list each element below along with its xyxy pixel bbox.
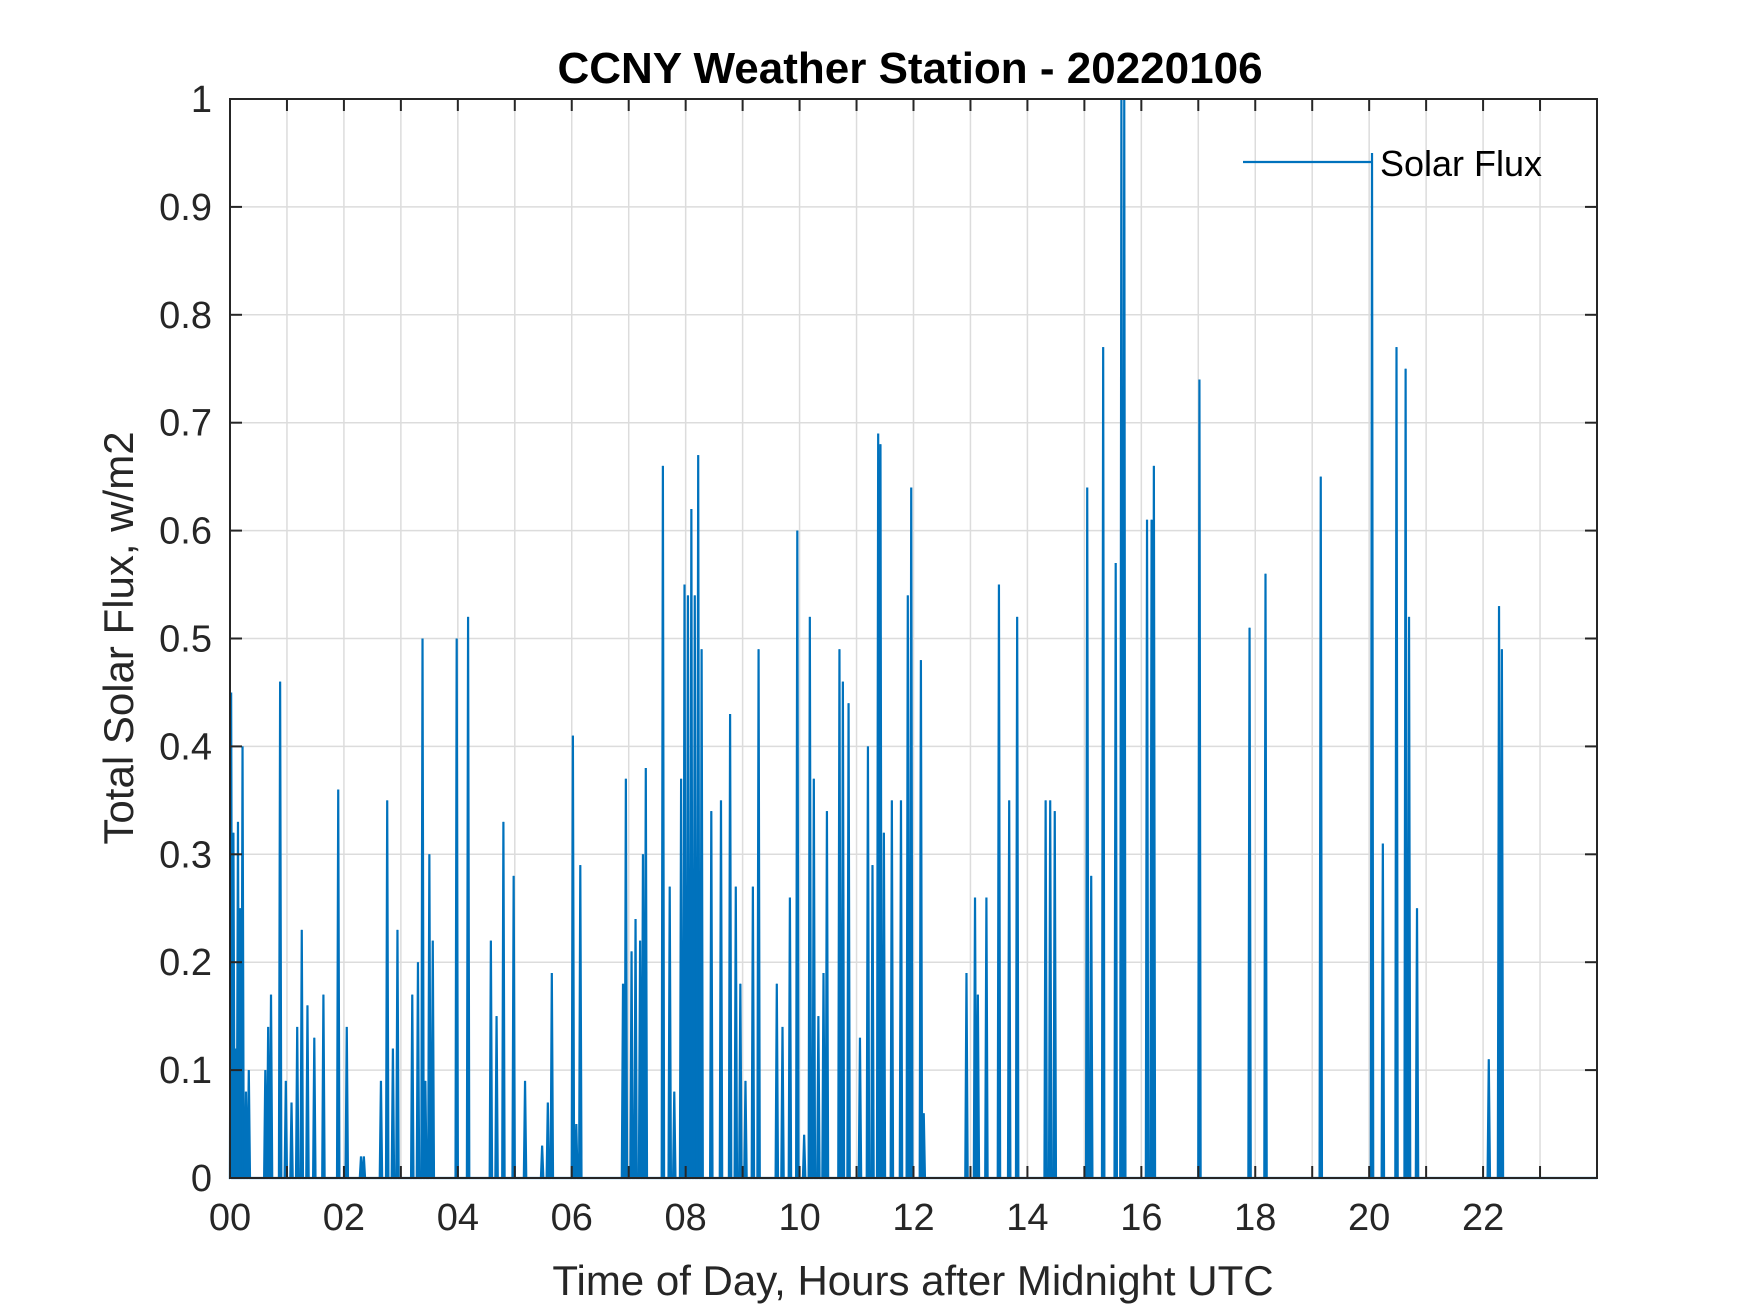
x-tick-label: 04 xyxy=(437,1197,479,1239)
x-tick-label: 08 xyxy=(665,1197,707,1239)
x-tick-label: 12 xyxy=(892,1197,934,1239)
x-tick-label: 02 xyxy=(323,1197,365,1239)
x-tick-label: 20 xyxy=(1348,1197,1390,1239)
x-tick-label: 16 xyxy=(1120,1197,1162,1239)
axes-box xyxy=(229,98,1598,1179)
x-tick-label: 00 xyxy=(209,1197,251,1239)
y-tick-label: 1 xyxy=(191,79,212,121)
y-tick-label: 0.4 xyxy=(159,726,212,768)
x-axis-label: Time of Day, Hours after Midnight UTC xyxy=(552,1257,1273,1304)
y-tick-label: 0.6 xyxy=(159,511,212,553)
y-tick-label: 0.9 xyxy=(159,187,212,229)
y-tick-label: 0.7 xyxy=(159,403,212,445)
x-tick-label: 10 xyxy=(778,1197,820,1239)
y-tick-label: 0.3 xyxy=(159,834,212,876)
x-tick-label: 22 xyxy=(1462,1197,1504,1239)
x-tick-label: 06 xyxy=(551,1197,593,1239)
solar-flux-series xyxy=(228,98,1597,1180)
grid-lines xyxy=(230,99,1597,1178)
y-tick-label: 0.1 xyxy=(159,1050,212,1092)
y-tick-labels: 0 0.1 0.2 0.3 0.4 0.5 0.6 0.7 0.8 0.9 1 xyxy=(159,79,212,1200)
y-axis-label: Total Solar Flux, w/m2 xyxy=(95,431,142,844)
y-tick-label: 0.8 xyxy=(159,295,212,337)
x-tick-label: 14 xyxy=(1006,1197,1048,1239)
legend: Solar Flux xyxy=(1243,143,1542,184)
legend-label-solar-flux: Solar Flux xyxy=(1380,143,1542,184)
axis-ticks xyxy=(230,98,1597,1179)
y-tick-label: 0 xyxy=(191,1158,212,1200)
chart-title: CCNY Weather Station - 20220106 xyxy=(557,44,1262,93)
y-tick-label: 0.2 xyxy=(159,942,212,984)
x-tick-label: 18 xyxy=(1234,1197,1276,1239)
y-tick-label: 0.5 xyxy=(159,619,212,661)
x-tick-labels: 00 02 04 06 08 10 12 14 16 18 20 22 xyxy=(209,1197,1504,1239)
